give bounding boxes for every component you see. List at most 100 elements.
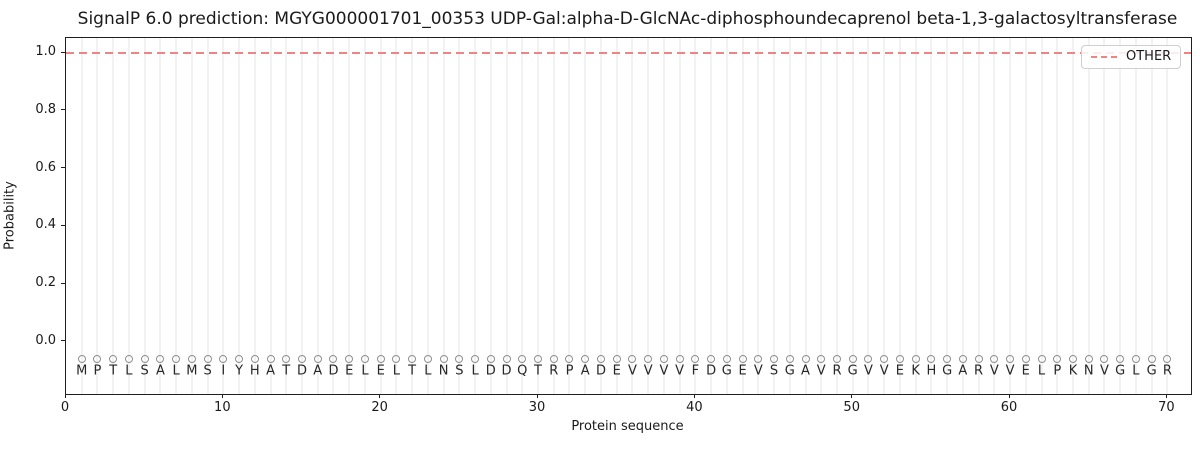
residue-letter: A <box>266 363 275 379</box>
grid-line <box>835 38 838 394</box>
x-tick-mark <box>1165 394 1167 398</box>
grid-line <box>977 38 980 394</box>
residue-letter: V <box>1005 363 1015 379</box>
residue-marker <box>1147 355 1156 363</box>
grid-line <box>773 38 776 394</box>
residue-marker <box>250 355 259 363</box>
residue-marker <box>360 355 369 363</box>
residue-letter: M <box>76 363 88 379</box>
residue-marker <box>282 355 291 363</box>
residue-marker <box>235 355 244 363</box>
x-tick-label: 60 <box>1000 400 1018 415</box>
grid-line <box>568 38 571 394</box>
residue-marker <box>675 355 684 363</box>
residue-letter: V <box>863 363 873 379</box>
residue-letter: N <box>1083 363 1094 379</box>
residue-letter: V <box>643 363 653 379</box>
x-tick-mark <box>536 394 538 398</box>
residue-marker <box>423 355 432 363</box>
grid-line <box>80 38 83 394</box>
residue-marker <box>707 355 716 363</box>
residue-letter: E <box>738 363 747 379</box>
y-tick-label: 0.0 <box>35 332 56 348</box>
residue-letter: L <box>424 363 432 379</box>
residue-marker <box>408 355 417 363</box>
residue-marker <box>455 355 464 363</box>
residue-marker <box>298 355 306 363</box>
residue-marker <box>518 355 527 363</box>
grid-line <box>993 38 996 394</box>
residue-letter: A <box>580 363 590 379</box>
residue-letter: D <box>706 363 717 379</box>
x-tick-label: 40 <box>686 400 703 415</box>
y-tick-mark <box>61 224 65 226</box>
residue-marker <box>1084 355 1093 363</box>
residue-marker <box>329 355 338 363</box>
residue-letter: P <box>565 363 574 379</box>
residue-marker <box>1006 355 1015 363</box>
residue-letter: P <box>93 363 102 379</box>
grid-line <box>537 38 540 394</box>
residue-letter: R <box>549 363 559 379</box>
residue-marker <box>911 355 920 363</box>
residue-letter: D <box>328 363 339 379</box>
grid-line <box>269 38 272 394</box>
residue-marker <box>832 355 841 363</box>
residue-letter: G <box>1115 363 1126 379</box>
residue-letter: E <box>345 363 354 379</box>
x-tick-label: 50 <box>843 400 860 415</box>
residue-marker <box>1163 355 1172 363</box>
residue-marker <box>974 355 983 363</box>
grid-line <box>552 38 555 394</box>
residue-letter: K <box>911 363 920 379</box>
residue-letter: G <box>784 363 795 379</box>
residue-letter: R <box>832 363 842 379</box>
grid-line <box>442 38 445 394</box>
grid-line <box>615 38 618 394</box>
grid-line <box>112 38 115 394</box>
grid-line <box>678 38 681 394</box>
grid-line <box>584 38 587 394</box>
x-tick-label: 30 <box>528 400 546 415</box>
residue-marker <box>691 355 700 363</box>
residue-letter: H <box>926 363 937 379</box>
grid-line <box>1056 38 1059 394</box>
grid-line <box>1103 38 1106 394</box>
grid-line <box>867 38 870 394</box>
residue-letter: M <box>186 363 198 379</box>
residue-marker <box>754 355 763 363</box>
grid-line <box>1040 38 1043 394</box>
grid-line <box>143 38 146 394</box>
grid-line <box>395 38 398 394</box>
residue-marker <box>77 355 86 363</box>
grid-line <box>647 38 650 394</box>
residue-letter: T <box>282 363 291 379</box>
grid-line <box>301 38 303 394</box>
x-tick-mark <box>64 394 66 398</box>
grid-line <box>1087 38 1090 394</box>
residue-letter: S <box>455 363 464 379</box>
residue-letter: P <box>1053 363 1062 379</box>
residue-marker <box>1021 355 1030 363</box>
residue-marker <box>172 355 181 363</box>
residue-letter: E <box>895 363 905 379</box>
residue-marker <box>1116 355 1125 363</box>
residue-letter: G <box>847 363 858 379</box>
residue-letter: G <box>942 363 953 379</box>
residue-letter: V <box>627 363 637 379</box>
residue-marker <box>439 355 448 363</box>
residue-marker <box>187 355 196 363</box>
residue-letter: R <box>974 363 984 379</box>
residue-letter: G <box>1146 363 1157 379</box>
grid-line <box>222 38 225 394</box>
chart-title: SignalP 6.0 prediction: MGYG000001701_00… <box>77 9 1178 29</box>
residue-marker <box>644 355 653 363</box>
grid-line <box>96 38 99 394</box>
residue-marker <box>565 355 574 363</box>
residue-marker <box>817 355 826 363</box>
y-tick-label: 0.8 <box>35 101 56 117</box>
residue-letter: R <box>1162 363 1172 379</box>
residue-letter: V <box>659 363 669 379</box>
residue-marker <box>722 355 731 363</box>
